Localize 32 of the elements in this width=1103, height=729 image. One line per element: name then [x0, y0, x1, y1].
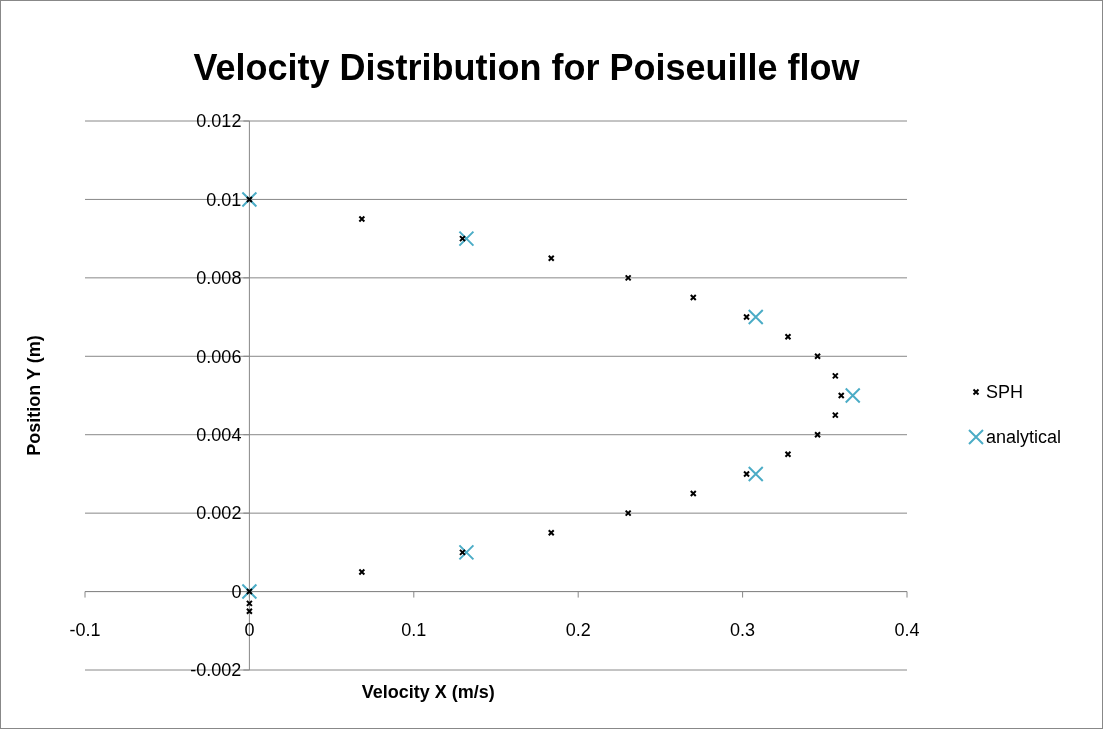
- point: [358, 215, 366, 223]
- y-tick-label: 0.004: [196, 425, 242, 446]
- point: [358, 568, 366, 576]
- point: [624, 509, 632, 517]
- point: [624, 274, 632, 282]
- x-tick-label: 0.1: [401, 619, 427, 640]
- y-tick-label: 0.008: [196, 268, 242, 289]
- x-axis-title: Velocity X (m/s): [361, 682, 495, 702]
- point: [784, 333, 792, 341]
- y-tick-label: -0.002: [190, 660, 242, 681]
- y-tick-label: 0: [231, 581, 242, 602]
- x-tick-label: 0.3: [730, 619, 756, 640]
- chart-title: Velocity Distribution for Poiseuille flow: [193, 47, 861, 88]
- legend-label: analytical: [986, 427, 1062, 448]
- point: [844, 387, 861, 404]
- point: [241, 583, 258, 600]
- legend-label: SPH: [986, 382, 1024, 403]
- y-tick-label: 0.01: [206, 189, 242, 210]
- y-tick-label: 0.002: [196, 503, 242, 524]
- point: [747, 465, 764, 482]
- point: [458, 230, 475, 247]
- point: [747, 309, 764, 326]
- x-tick-label: -0.1: [69, 619, 101, 640]
- x-tick-label: 0.2: [565, 619, 591, 640]
- x-tick-label: 0.4: [894, 619, 920, 640]
- point: [241, 191, 258, 208]
- y-tick-label: 0.012: [196, 111, 242, 132]
- y-axis-title: Position Y (m): [24, 335, 44, 456]
- y-tick-label: 0.006: [196, 346, 242, 367]
- x-tick-label: 0: [244, 619, 255, 640]
- point: [784, 450, 792, 458]
- point: [458, 544, 475, 561]
